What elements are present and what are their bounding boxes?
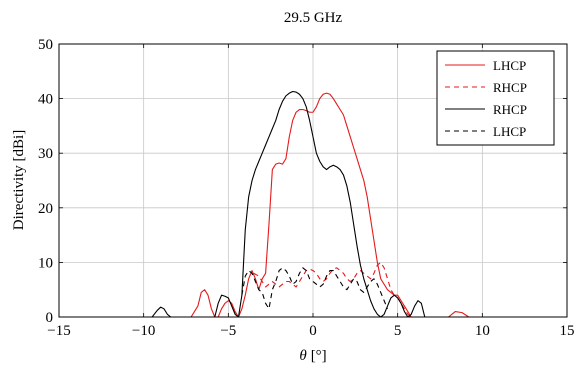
x-tick-label: 5 [394,323,402,339]
series-line-3 [151,90,426,317]
y-tick-label: 50 [38,37,53,53]
x-axis-symbol: θ [299,348,307,364]
chart-title: 29.5 GHz [284,10,343,26]
y-tick-label: 40 [38,92,53,108]
x-tick-label: 10 [475,323,490,339]
legend-label-4: LHCP [493,124,526,139]
series-line-1 [190,92,470,317]
series-line-4 [241,267,389,310]
series-line-2 [253,261,412,317]
x-tick-label: −15 [47,323,70,339]
legend-label-2: RHCP [493,80,527,95]
legend-box [436,50,555,146]
legend-label-1: LHCP [493,58,526,73]
ticks: −15 −10 −5 0 5 10 15 0 10 20 30 40 50 [38,37,575,339]
y-axis-title: Directivity [dBi] [11,130,27,230]
x-tick-label: −10 [132,323,155,339]
x-tick-label: −5 [220,323,236,339]
y-tick-label: 0 [46,310,54,326]
y-tick-label: 10 [38,255,53,271]
legend-label-3: RHCP [493,102,527,117]
x-axis-unit: [°] [311,348,327,364]
y-tick-label: 30 [38,146,53,162]
y-tick-label: 20 [38,201,53,217]
legend: LHCP RHCP RHCP LHCP [436,50,555,146]
x-axis-title: θ [°] [299,348,326,364]
x-tick-label: 0 [309,323,317,339]
x-tick-label: 15 [560,323,575,339]
series-group [151,90,470,317]
